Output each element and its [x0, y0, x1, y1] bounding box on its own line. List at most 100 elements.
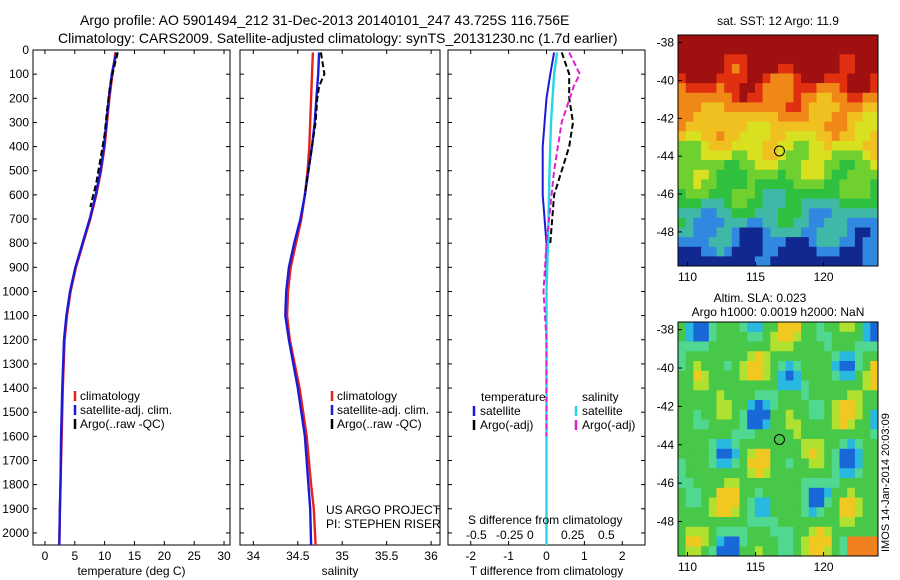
- map-cell: [724, 341, 733, 352]
- map-cell: [862, 448, 871, 459]
- map-cell: [808, 140, 817, 151]
- map-cell: [693, 458, 702, 469]
- map-cell: [724, 256, 733, 267]
- map-cell: [693, 370, 702, 381]
- map-cell: [701, 546, 710, 557]
- map-cell: [731, 429, 740, 440]
- map-cell: [870, 189, 879, 199]
- map-cell: [793, 429, 802, 440]
- map-cell: [847, 322, 856, 333]
- map-cell: [847, 400, 856, 411]
- map-cell: [754, 208, 763, 219]
- map-cell: [839, 517, 848, 528]
- map-cell: [870, 546, 879, 557]
- map-cell: [701, 112, 710, 122]
- map-cell: [870, 35, 879, 45]
- map-cell: [708, 380, 717, 391]
- map-cell: [854, 487, 863, 498]
- map-cell: [685, 256, 694, 267]
- map-cell: [785, 400, 794, 411]
- map-cell: [731, 35, 740, 45]
- map-cell: [693, 400, 702, 411]
- map-cell: [839, 380, 848, 391]
- map-cell: [739, 331, 748, 342]
- y-tick-label: 900: [9, 260, 29, 274]
- map-cell: [708, 227, 717, 238]
- map-cell: [731, 507, 740, 518]
- sla-title: Altim. SLA: 0.023: [714, 291, 807, 305]
- map-cell: [854, 497, 863, 508]
- map-cell: [854, 140, 863, 151]
- map-cell: [754, 198, 763, 209]
- credit-project: US ARGO PROJECT: [326, 503, 441, 517]
- series-line-argo-raw-qc-: [89, 52, 119, 208]
- map-cell: [747, 409, 756, 420]
- map-cell: [862, 208, 871, 219]
- map-cell: [693, 487, 702, 498]
- map-cell: [754, 44, 763, 55]
- map-cell: [754, 526, 763, 537]
- x-tick-label: 25: [188, 549, 202, 563]
- map-cell: [716, 361, 725, 372]
- map-cell: [739, 400, 748, 411]
- map-cell: [701, 83, 710, 94]
- map-cell: [762, 507, 771, 518]
- map-cell: [693, 208, 702, 219]
- map-cell: [716, 331, 725, 342]
- map-cell: [708, 208, 717, 219]
- map-cell: [739, 468, 748, 479]
- map-cell: [762, 131, 771, 142]
- map-cell: [716, 63, 725, 74]
- map-cell: [678, 331, 687, 342]
- map-cell: [701, 160, 710, 171]
- map-cell: [854, 54, 863, 65]
- map-cell: [831, 507, 840, 518]
- map-cell: [731, 487, 740, 498]
- map-cell: [862, 73, 871, 84]
- map-cell: [831, 331, 840, 342]
- map-cell: [785, 487, 794, 498]
- map-cell: [701, 409, 710, 420]
- map-cell: [731, 208, 740, 219]
- map-cell: [816, 189, 825, 199]
- map-cell: [870, 160, 879, 171]
- map-cell: [762, 370, 771, 381]
- map-cell: [693, 380, 702, 391]
- map-cell: [778, 400, 787, 411]
- map-cell: [708, 507, 717, 518]
- map-cell: [793, 468, 802, 479]
- map-cell: [831, 478, 840, 489]
- map-cell: [793, 322, 802, 333]
- map-cell: [693, 322, 702, 333]
- map-cell: [831, 217, 840, 228]
- map-cell: [793, 160, 802, 171]
- map-cell: [862, 179, 871, 190]
- map-cell: [678, 526, 687, 537]
- map-cell: [816, 526, 825, 537]
- map-cell: [678, 121, 687, 132]
- map-cell: [808, 121, 817, 132]
- map-cell: [754, 246, 763, 257]
- map-cell: [778, 341, 787, 352]
- map-cell: [762, 237, 771, 248]
- map-cell: [747, 44, 756, 55]
- map-cell: [808, 400, 817, 411]
- map-cell: [678, 179, 687, 190]
- map-cell: [747, 331, 756, 342]
- map-y-tick-label: -46: [657, 187, 675, 201]
- map-cell: [793, 150, 802, 161]
- map-cell: [839, 63, 848, 74]
- map-cell: [762, 409, 771, 420]
- map-cell: [831, 73, 840, 84]
- x-tick-label: 34: [247, 549, 261, 563]
- map-cell: [754, 497, 763, 508]
- map-cell: [824, 63, 833, 74]
- map-cell: [793, 256, 802, 267]
- map-cell: [731, 160, 740, 171]
- map-cell: [847, 35, 856, 45]
- map-cell: [731, 448, 740, 459]
- map-cell: [801, 487, 810, 498]
- map-cell: [870, 102, 879, 113]
- map-cell: [762, 390, 771, 401]
- map-cell: [708, 536, 717, 547]
